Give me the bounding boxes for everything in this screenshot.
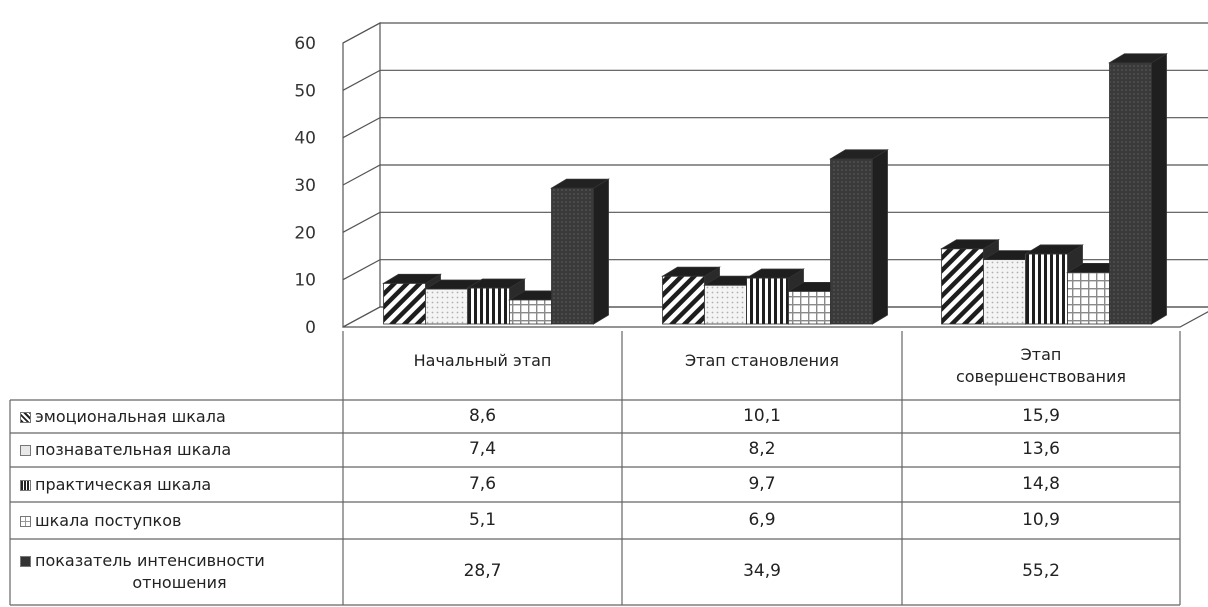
bar-front [425, 288, 468, 325]
legend-swatch-icon [20, 411, 31, 423]
legend-swatch-icon [20, 479, 31, 491]
data-label: 7,6 [468, 473, 497, 494]
bar-front [704, 284, 747, 325]
bar-front [1025, 253, 1068, 325]
category-label-line: Этап становления [685, 351, 839, 370]
bar-side [1151, 53, 1167, 325]
data-label: 8,6 [468, 405, 497, 426]
data-label: 55,2 [1022, 561, 1060, 581]
data-label: 14,8 [1022, 473, 1060, 494]
bar-front [983, 259, 1026, 325]
y-tick-label: 50 [294, 81, 316, 101]
bar-front [662, 275, 705, 325]
bar-top [1024, 244, 1084, 255]
series-label: показатель интенсивности отношения [20, 550, 339, 594]
bar-top [382, 273, 442, 284]
bar-top [1108, 53, 1168, 64]
category-label: Начальный этап [343, 350, 622, 372]
gridline [342, 211, 1208, 233]
bar-4-2 [1108, 53, 1168, 325]
bar-4-1 [829, 149, 889, 325]
gridline [342, 22, 1208, 44]
bar-top [661, 266, 721, 277]
gridline [342, 164, 1208, 186]
category-label-line: Этап [1020, 345, 1062, 364]
bar-4-0 [550, 178, 610, 325]
series-label-text: познавательная шкала [35, 440, 232, 459]
series-label: шкала поступков [20, 510, 339, 532]
y-tick-label: 0 [305, 318, 316, 338]
bar-front [830, 158, 873, 325]
gridline [342, 117, 1208, 139]
data-label: 34,9 [743, 561, 781, 581]
bar-front [1067, 272, 1110, 325]
category-label-line: совершенствования [955, 367, 1126, 386]
series-label: познавательная шкала [20, 439, 339, 461]
gridline [342, 306, 1208, 328]
y-tick-label: 30 [294, 176, 316, 196]
data-label: 10,1 [743, 405, 781, 426]
bar-top [745, 268, 805, 279]
bar-front [509, 299, 552, 325]
data-label: 5,1 [468, 509, 497, 530]
bars [382, 53, 1168, 325]
data-table-lines [9, 331, 1181, 606]
bar-2-0 [466, 278, 526, 325]
gridline [342, 259, 1208, 281]
bar-front [383, 282, 426, 325]
series-label-text: отношения [132, 573, 227, 592]
bar-top [466, 278, 526, 289]
bar-side [872, 149, 888, 325]
bar-front [467, 287, 510, 325]
category-label-line: Начальный этап [413, 351, 552, 370]
gridline [342, 69, 1208, 91]
bar-front [746, 277, 789, 325]
legend-swatch-icon [20, 515, 31, 527]
bar-front [1109, 62, 1152, 325]
bar-2-1 [745, 268, 805, 325]
series-label-text: шкала поступков [35, 510, 182, 530]
data-label: 6,9 [748, 509, 776, 530]
data-label: 10,9 [1022, 509, 1060, 530]
bar-side [593, 178, 609, 325]
data-label: 7,4 [468, 439, 497, 459]
series-label-text: эмоциональная шкала [35, 406, 226, 426]
series-label: практическая шкала [20, 474, 339, 496]
bar-front [941, 248, 984, 325]
bar-front [788, 290, 831, 325]
data-label: 8,2 [748, 439, 776, 459]
y-tick-label: 40 [294, 129, 316, 149]
y-tick-label: 10 [294, 271, 316, 291]
legend-swatch-icon [20, 445, 31, 456]
bar-front [551, 187, 594, 325]
category-label: Этап совершенствования [902, 344, 1180, 388]
bar-top [940, 239, 1000, 250]
series-label: эмоциональная шкала [20, 406, 339, 428]
category-label: Этап становления [622, 350, 902, 372]
series-label-text: практическая шкала [35, 474, 212, 494]
data-label: 13,6 [1022, 439, 1060, 459]
bar-top [829, 149, 889, 160]
bar-top [550, 178, 610, 189]
y-tick-label: 20 [294, 223, 316, 243]
series-label-text: показатель интенсивности [35, 551, 265, 570]
data-label: 15,9 [1022, 405, 1060, 426]
data-label: 9,7 [748, 473, 776, 494]
y-tick-label: 60 [294, 34, 316, 54]
data-label: 28,7 [463, 561, 502, 581]
legend-swatch-icon [20, 556, 31, 567]
